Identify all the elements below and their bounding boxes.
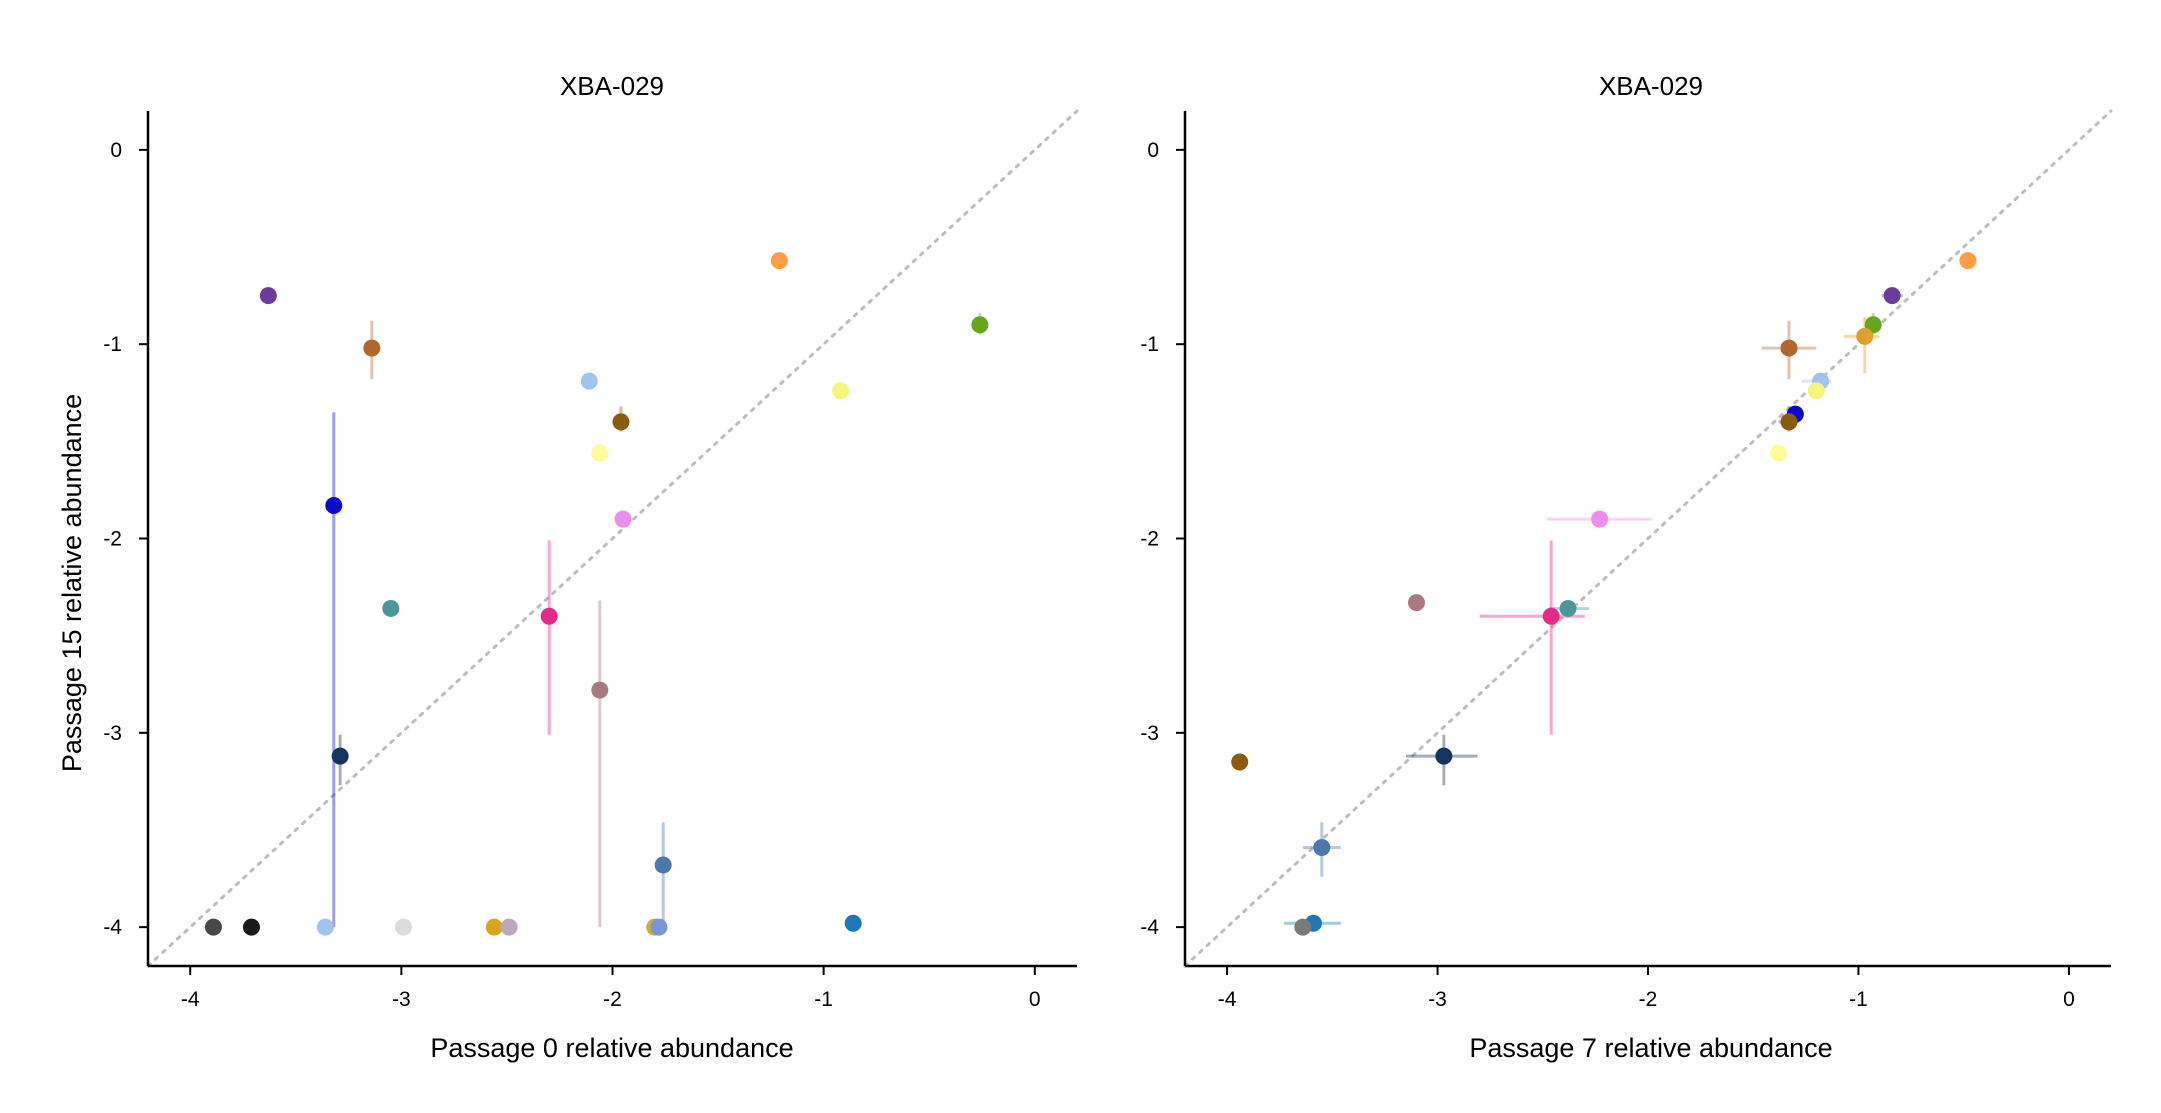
identity-reference-line	[1183, 109, 2113, 968]
data-point	[325, 496, 343, 514]
y-tick-label: -1	[1140, 333, 1159, 356]
x-tick-label: -1	[1849, 988, 1868, 1011]
data-point	[770, 252, 788, 270]
y-tick-label: -1	[103, 333, 122, 356]
data-point	[394, 918, 412, 936]
x-tick-label: -1	[814, 988, 833, 1011]
data-point	[1408, 594, 1425, 612]
x-tick-label: -4	[1218, 988, 1237, 1011]
data-point	[316, 918, 334, 936]
data-point	[500, 918, 518, 936]
data-point	[1542, 607, 1560, 625]
data-point	[1313, 838, 1331, 856]
x-tick-label: -4	[181, 988, 200, 1011]
x-tick-label: 0	[1029, 988, 1041, 1011]
data-point	[1435, 747, 1453, 765]
data-point	[591, 681, 609, 699]
data-point	[259, 287, 277, 305]
y-tick-label: 0	[110, 139, 122, 162]
y-tick-label: 0	[1147, 139, 1159, 162]
data-point	[1780, 339, 1798, 357]
data-point	[844, 914, 862, 932]
data-point	[363, 339, 381, 357]
data-point	[1883, 287, 1901, 305]
data-point	[1231, 753, 1249, 771]
data-point	[1769, 444, 1787, 462]
x-tick-label: -2	[603, 988, 622, 1011]
identity-reference-line	[146, 109, 1079, 968]
x-axis-label: Passage 7 relative abundance	[1469, 1033, 1832, 1063]
data-point	[580, 372, 598, 390]
data-point	[382, 599, 400, 617]
data-point	[832, 382, 850, 400]
x-tick-label: -3	[392, 988, 411, 1011]
data-point	[204, 918, 222, 936]
scatter-panel-passage-7: XBA-029 Passage 7 relative abundance -4 -…	[1140, 71, 2113, 1063]
panel-title: XBA-029	[560, 71, 664, 101]
data-point	[540, 607, 558, 625]
data-point	[242, 918, 260, 936]
x-tick-label: -2	[1639, 988, 1658, 1011]
data-point	[1559, 599, 1577, 617]
x-tick-label: 0	[2063, 988, 2075, 1011]
data-point	[591, 444, 609, 462]
data-point	[1864, 316, 1882, 334]
scatter-panel-passage-0: XBA-029 Passage 0 relative abundance Pas…	[57, 71, 1079, 1063]
y-tick-label: -2	[1140, 528, 1159, 551]
data-point	[485, 918, 503, 936]
data-point	[650, 918, 668, 936]
y-axis-label: Passage 15 relative abundance	[57, 394, 87, 772]
data-point	[971, 316, 989, 334]
data-point	[1856, 327, 1874, 345]
data-point	[1780, 413, 1798, 431]
data-point	[614, 510, 632, 528]
data-point	[1807, 382, 1825, 400]
y-tick-label: -3	[103, 722, 122, 745]
x-tick-label: -3	[1428, 988, 1447, 1011]
data-point	[1591, 510, 1609, 528]
panel-title: XBA-029	[1599, 71, 1703, 101]
data-point	[612, 413, 630, 431]
y-tick-label: -4	[1140, 916, 1159, 939]
data-point	[1294, 918, 1312, 936]
y-tick-label: -3	[1140, 722, 1159, 745]
data-point	[331, 747, 349, 765]
y-tick-label: -4	[103, 916, 122, 939]
y-tick-label: -2	[103, 528, 122, 551]
x-axis-label: Passage 0 relative abundance	[430, 1033, 793, 1063]
data-point	[654, 856, 672, 874]
data-point	[1959, 252, 1977, 270]
